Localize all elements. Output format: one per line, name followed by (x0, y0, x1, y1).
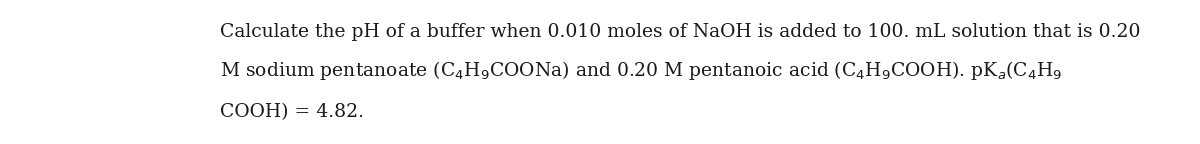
Text: M sodium pentanoate (C$_{4}$H$_{9}$COONa) and 0.20 M pentanoic acid (C$_{4}$H$_{: M sodium pentanoate (C$_{4}$H$_{9}$COONa… (220, 59, 1062, 82)
Text: COOH) = 4.82.: COOH) = 4.82. (220, 103, 364, 121)
Text: Calculate the pH of a buffer when 0.010 moles of NaOH is added to 100. mL soluti: Calculate the pH of a buffer when 0.010 … (220, 23, 1140, 41)
